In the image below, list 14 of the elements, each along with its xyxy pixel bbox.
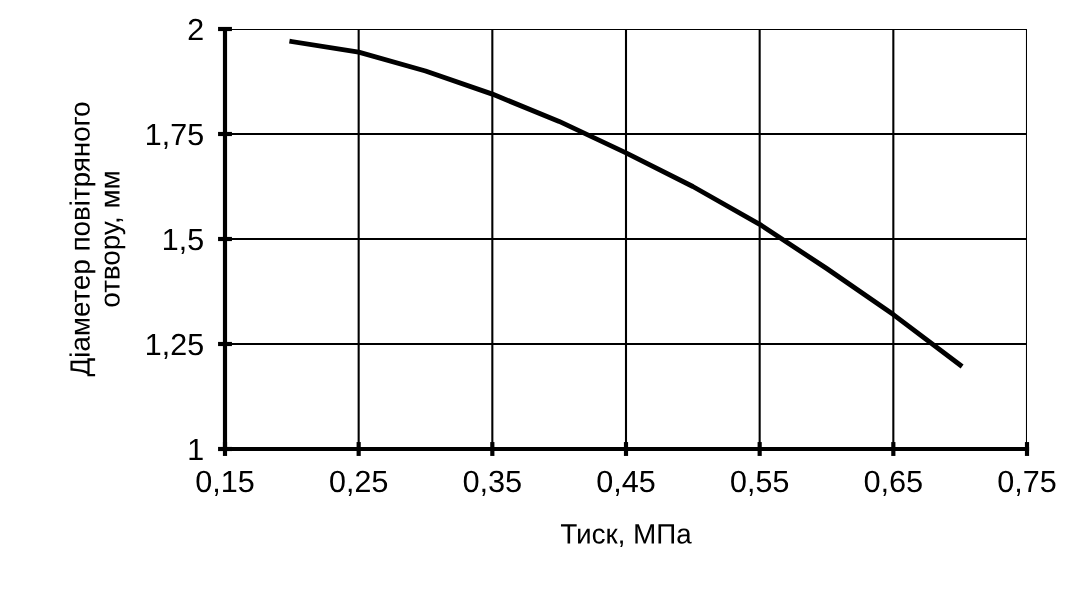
x-tick-label: 0,75 xyxy=(998,470,1056,496)
x-axis-title: Тиск, МПа xyxy=(560,524,692,547)
y-axis-title: Діаметер повітряного отвору, мм xyxy=(69,102,126,377)
y-tick-label: 1,5 xyxy=(164,229,203,254)
y-tick-label: 2 xyxy=(188,18,203,41)
y-tick-label: 1,25 xyxy=(147,333,203,359)
x-tick-label: 0,45 xyxy=(597,470,655,496)
y-tick-label: 1,75 xyxy=(147,124,203,149)
x-tick-label: 0,55 xyxy=(731,470,789,496)
x-tick-label: 0,65 xyxy=(864,470,922,496)
x-tick-label: 0,15 xyxy=(196,470,254,496)
x-tick-label: 0,35 xyxy=(463,470,521,496)
y-tick-label: 1 xyxy=(189,439,203,461)
x-tick-label: 0,25 xyxy=(330,470,388,496)
